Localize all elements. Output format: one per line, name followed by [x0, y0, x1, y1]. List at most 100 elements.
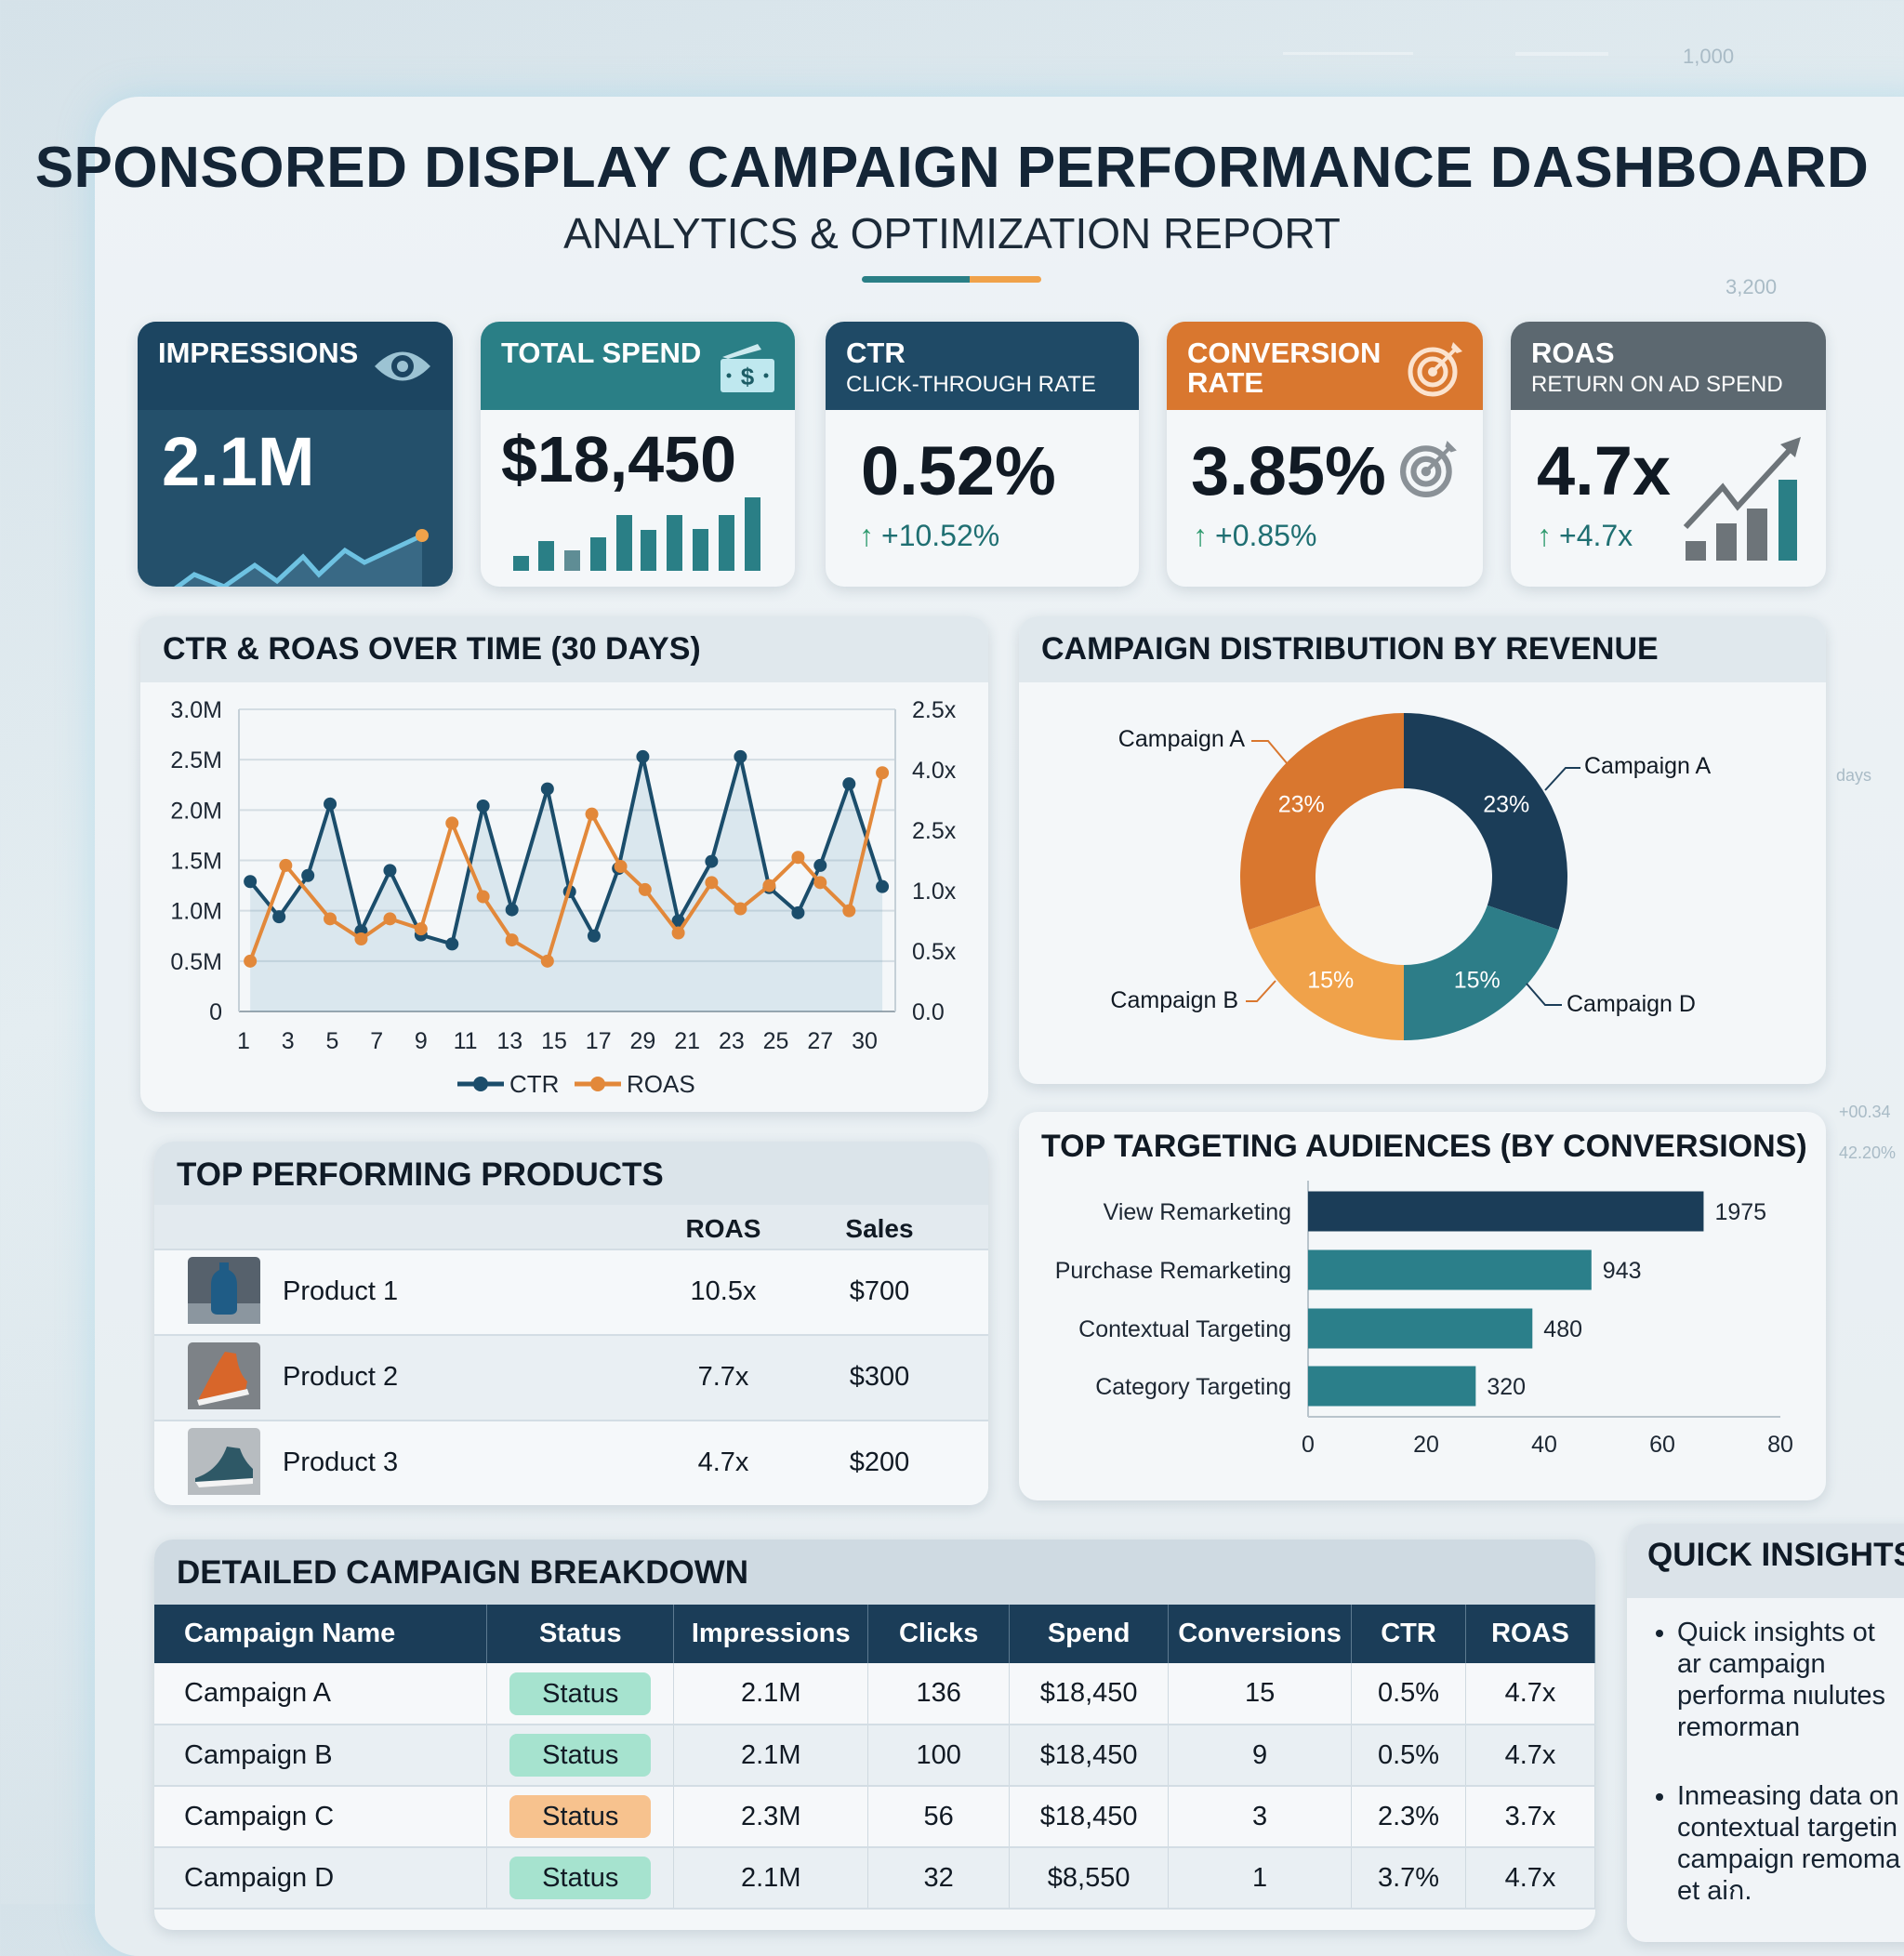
- column-header[interactable]: ROAS: [1465, 1605, 1595, 1663]
- roas-point[interactable]: [279, 858, 293, 872]
- table-row[interactable]: Campaign D Status 2.1M 32 $8,550 1 3.7% 4.7x: [154, 1847, 1595, 1910]
- table-row[interactable]: Campaign B Status 2.1M 100 $18,450 9 0.5% 4.7x: [154, 1725, 1595, 1787]
- kpi-card-impressions: IMPRESSIONS 2.1M: [138, 322, 453, 587]
- donut-slice[interactable]: [1404, 905, 1559, 1040]
- column-header[interactable]: Campaign Name: [154, 1605, 488, 1663]
- leader-line: [1246, 980, 1276, 1002]
- cell-status: Status: [486, 1847, 675, 1910]
- ctr-point[interactable]: [383, 864, 397, 878]
- column-header[interactable]: CTR: [1351, 1605, 1466, 1663]
- product-row[interactable]: Product 3 4.7x $200: [154, 1420, 988, 1505]
- product-roas: 10.5x: [690, 1276, 757, 1306]
- roas-point[interactable]: [705, 876, 719, 890]
- roas-point[interactable]: [585, 807, 599, 821]
- bar[interactable]: [1308, 1249, 1592, 1290]
- y-tick-label: 0.5M: [170, 949, 222, 975]
- ctr-point[interactable]: [842, 777, 856, 791]
- cell-conversions: 1: [1168, 1847, 1353, 1910]
- ctr-point[interactable]: [636, 749, 650, 763]
- bar[interactable]: [1308, 1191, 1704, 1232]
- kpi-change-value: +4.7x: [1559, 519, 1633, 552]
- x-tick-label: 0: [1302, 1432, 1315, 1458]
- y-right-tick-label: 0.0: [912, 999, 945, 1025]
- roas-point[interactable]: [445, 816, 459, 830]
- roas-point[interactable]: [354, 932, 368, 945]
- roas-point[interactable]: [734, 902, 747, 916]
- cell-conversions: 9: [1168, 1725, 1353, 1787]
- cell-roas: 4.7x: [1465, 1847, 1595, 1910]
- column-header[interactable]: Clicks: [867, 1605, 1011, 1663]
- column-header[interactable]: Impressions: [673, 1605, 869, 1663]
- roas-point[interactable]: [383, 912, 397, 926]
- roas-point[interactable]: [813, 876, 827, 890]
- ctr-point[interactable]: [272, 910, 286, 924]
- x-tick-label: 11: [454, 1028, 478, 1054]
- column-header[interactable]: Spend: [1009, 1605, 1170, 1663]
- ctr-point[interactable]: [324, 797, 337, 811]
- donut-slice[interactable]: [1239, 713, 1404, 931]
- roas-point[interactable]: [638, 882, 652, 896]
- status-badge: Status: [509, 1795, 652, 1838]
- column-header[interactable]: Status: [486, 1605, 675, 1663]
- ctr-point[interactable]: [813, 858, 827, 872]
- cell-impressions: 2.1M: [673, 1725, 869, 1787]
- target-icon: [1408, 342, 1462, 397]
- roas-point[interactable]: [876, 766, 890, 780]
- donut-slice[interactable]: [1249, 905, 1404, 1040]
- roas-point[interactable]: [505, 933, 519, 947]
- ctr-point[interactable]: [734, 749, 747, 763]
- ctr-point[interactable]: [587, 929, 601, 943]
- ctr-point[interactable]: [505, 903, 519, 917]
- roas-point[interactable]: [540, 954, 554, 968]
- cell-status: Status: [486, 1663, 675, 1725]
- ctr-point[interactable]: [476, 800, 490, 813]
- roas-point[interactable]: [244, 954, 258, 968]
- donut-label: Campaign D: [1567, 991, 1696, 1017]
- y-right-tick-label: 0.5x: [912, 939, 957, 965]
- product-row[interactable]: Product 1 10.5x $700: [154, 1249, 988, 1334]
- ctr-point[interactable]: [301, 868, 315, 882]
- kpi-subtitle: CLICK-THROUGH RATE: [846, 372, 1096, 397]
- background-line: [1283, 52, 1413, 55]
- roas-point[interactable]: [842, 904, 856, 918]
- bar[interactable]: [1308, 1366, 1476, 1407]
- ctr-point[interactable]: [671, 914, 685, 928]
- column-header: Sales: [845, 1214, 914, 1243]
- y-tick-label: 3.0M: [170, 697, 222, 723]
- y-tick-label: 2.5M: [170, 747, 222, 773]
- bar[interactable]: [1308, 1308, 1533, 1349]
- y-tick-label: 1.0M: [170, 899, 222, 925]
- cell-name: Campaign D: [154, 1847, 488, 1910]
- column-header[interactable]: Conversions: [1168, 1605, 1353, 1663]
- roas-point[interactable]: [762, 879, 776, 892]
- roas-point[interactable]: [791, 851, 805, 865]
- roas-point[interactable]: [614, 860, 628, 873]
- roas-point[interactable]: [476, 890, 490, 904]
- donut-label: Campaign A: [1117, 726, 1245, 752]
- ctr-point[interactable]: [876, 879, 890, 893]
- x-tick-label: 7: [370, 1028, 383, 1054]
- cell-conversions: 15: [1168, 1663, 1353, 1725]
- kpi-value: 4.7x: [1537, 432, 1672, 509]
- x-tick-label: 17: [586, 1028, 612, 1054]
- ctr-point[interactable]: [791, 905, 805, 919]
- cell-conversions: 3: [1168, 1786, 1353, 1848]
- kpi-change-value: +10.52%: [881, 519, 1000, 552]
- product-name: Product 1: [283, 1276, 399, 1306]
- roas-point[interactable]: [414, 922, 428, 936]
- page-title: SPONSORED DISPLAY CAMPAIGN PERFORMANCE D…: [34, 136, 1870, 200]
- ctr-point[interactable]: [244, 875, 258, 889]
- donut-slice[interactable]: [1404, 713, 1567, 931]
- legend-marker: [473, 1077, 488, 1091]
- background-line: [1515, 52, 1608, 56]
- ctr-point[interactable]: [705, 854, 719, 868]
- product-row[interactable]: Product 2 7.7x $300: [154, 1334, 988, 1420]
- roas-point[interactable]: [671, 926, 685, 940]
- table-row[interactable]: Campaign C Status 2.3M 56 $18,450 3 2.3% 3.7x: [154, 1786, 1595, 1848]
- arrow-up-icon: ↑: [859, 519, 874, 552]
- roas-point[interactable]: [324, 912, 337, 926]
- ctr-point[interactable]: [445, 937, 459, 951]
- ctr-point[interactable]: [540, 782, 554, 796]
- table-row[interactable]: Campaign A Status 2.1M 136 $18,450 15 0.5% 4.7x: [154, 1663, 1595, 1725]
- donut-label: Campaign B: [1110, 987, 1238, 1013]
